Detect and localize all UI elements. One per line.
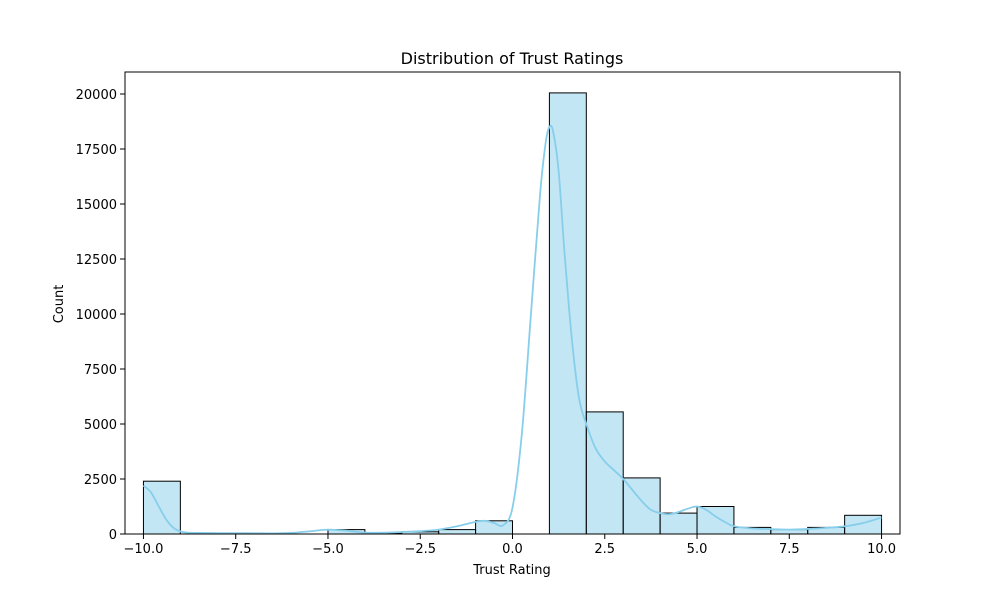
y-tick-label: 7500 xyxy=(84,363,117,378)
kde-layer xyxy=(142,124,882,535)
x-tick-label: −10.0 xyxy=(124,542,164,557)
x-axis-ticks: −10.0 −7.5 −5.0 −2.5 0.0 2.5 5.0 7.5 10.0 xyxy=(124,534,896,557)
histogram-bar-8 xyxy=(438,529,477,535)
y-axis-label: Count xyxy=(52,285,67,324)
histogram-bar-11 xyxy=(548,92,587,535)
y-tick-label: 20000 xyxy=(76,88,117,103)
x-tick-label: −7.5 xyxy=(220,542,252,557)
histogram-bars xyxy=(142,92,883,535)
y-axis-ticks: 0 2500 5000 7500 10000 12500 15000 17500 20000 xyxy=(76,88,125,543)
x-tick-label: −5.0 xyxy=(312,542,344,557)
x-tick-label: 0.0 xyxy=(502,542,523,557)
histogram-bar-14 xyxy=(659,512,698,535)
y-tick-label: 10000 xyxy=(76,308,117,323)
y-tick-label: 2500 xyxy=(84,473,117,488)
x-axis-label: Trust Rating xyxy=(472,563,551,578)
y-tick-label: 5000 xyxy=(84,418,117,433)
x-tick-label: 7.5 xyxy=(779,542,800,557)
histogram-bar-15 xyxy=(696,506,735,535)
kde-curve xyxy=(142,124,882,535)
y-tick-label: 0 xyxy=(109,528,117,543)
y-tick-label: 12500 xyxy=(76,253,117,268)
plot-area xyxy=(124,71,901,535)
x-tick-label: 5.0 xyxy=(687,542,708,557)
x-tick-label: 10.0 xyxy=(867,542,896,557)
plot-frame xyxy=(124,71,901,535)
x-tick-label: 2.5 xyxy=(594,542,615,557)
chart-title: Distribution of Trust Ratings xyxy=(401,49,624,68)
x-tick-label: −2.5 xyxy=(404,542,436,557)
y-tick-label: 15000 xyxy=(76,198,117,213)
y-tick-label: 17500 xyxy=(76,143,117,158)
